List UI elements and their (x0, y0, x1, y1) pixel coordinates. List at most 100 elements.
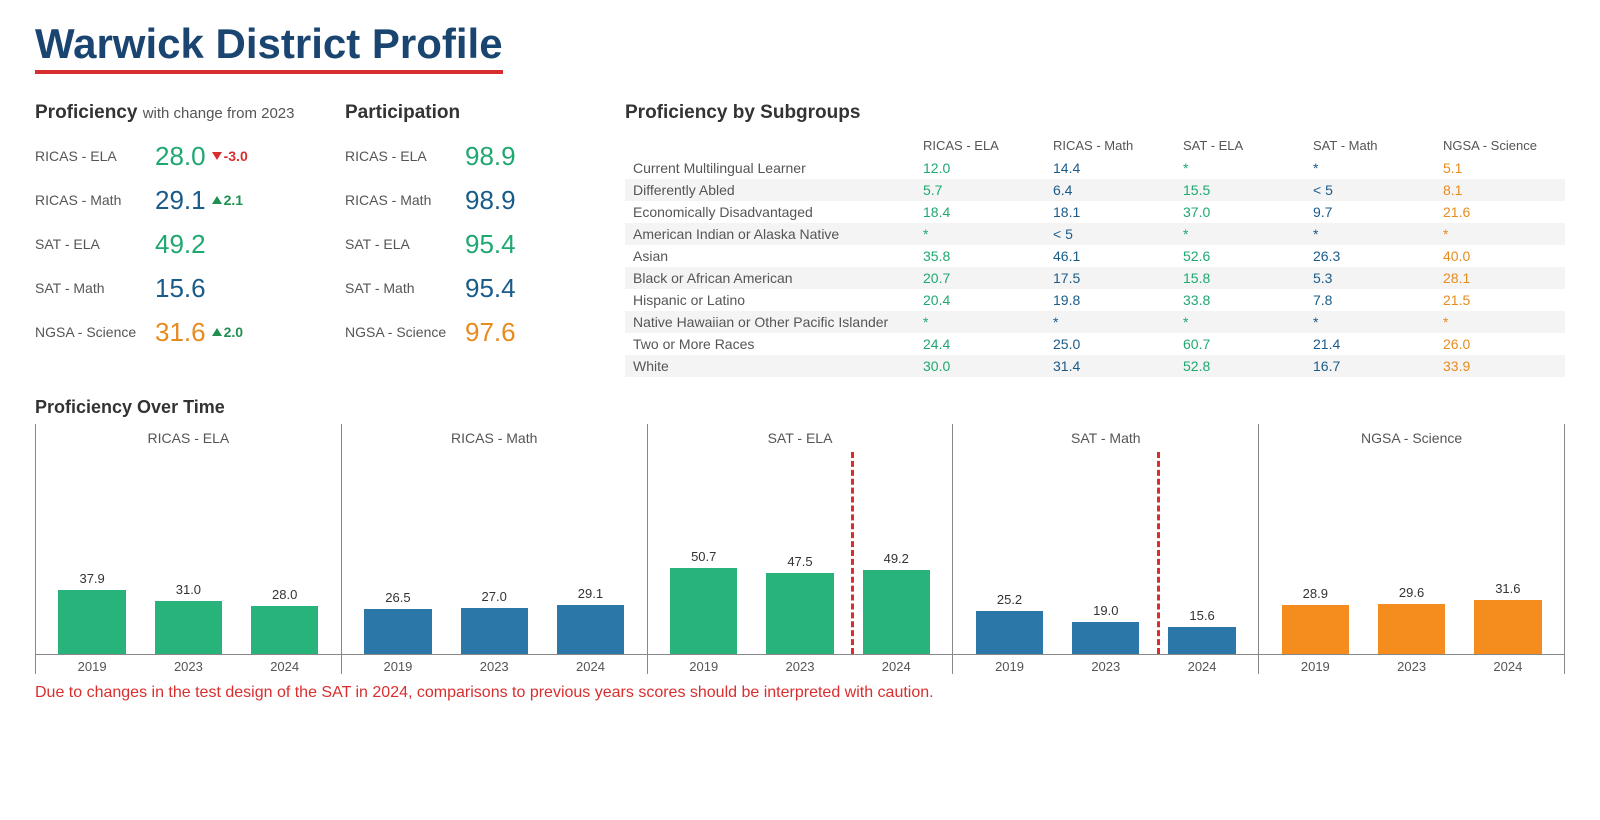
sg-row-label: Two or More Races (625, 333, 915, 355)
sg-column-header: RICAS - Math (1045, 134, 1175, 157)
sg-row-label: White (625, 355, 915, 377)
x-label: 2019 (656, 659, 752, 674)
x-label: 2019 (350, 659, 446, 674)
bar (557, 605, 624, 654)
sg-cell: < 5 (1045, 223, 1175, 245)
bar-value-label: 27.0 (482, 589, 507, 604)
delta-value: 2.0 (224, 324, 243, 340)
dashed-divider (851, 452, 854, 654)
bar-wrap: 15.6 (1154, 452, 1250, 654)
sg-cell: 46.1 (1045, 245, 1175, 267)
x-label: 2024 (542, 659, 638, 674)
sg-cell: 33.9 (1435, 355, 1565, 377)
overtime-charts: RICAS - ELA37.931.028.0201920232024RICAS… (35, 424, 1565, 674)
subgroups-table: RICAS - ELARICAS - MathSAT - ELASAT - Ma… (625, 134, 1565, 377)
bar-value-label: 31.6 (1495, 581, 1520, 596)
sg-cell: 26.0 (1435, 333, 1565, 355)
participation-row: RICAS - Math98.9 (345, 178, 605, 222)
sg-cell: * (1305, 157, 1435, 179)
sg-cell: 16.7 (1305, 355, 1435, 377)
sg-row-label: Native Hawaiian or Other Pacific Islande… (625, 311, 915, 333)
sg-cell: 5.1 (1435, 157, 1565, 179)
bar-wrap: 26.5 (350, 452, 446, 654)
subgroups-title: Proficiency by Subgroups (625, 102, 1565, 124)
sg-cell: 21.5 (1435, 289, 1565, 311)
x-axis-labels: 201920232024 (342, 655, 647, 674)
sg-cell: 40.0 (1435, 245, 1565, 267)
sg-cell: * (1305, 311, 1435, 333)
proficiency-row: SAT - ELA49.2 (35, 222, 325, 266)
bar-value-label: 25.2 (997, 592, 1022, 607)
sg-cell: * (1175, 311, 1305, 333)
bar-value-label: 28.0 (272, 587, 297, 602)
sg-cell: 12.0 (915, 157, 1045, 179)
sg-cell: 5.3 (1305, 267, 1435, 289)
x-label: 2019 (1267, 659, 1363, 674)
sg-row-label: Differently Abled (625, 179, 915, 201)
bar (364, 609, 431, 654)
metric-label: SAT - Math (35, 280, 155, 296)
bar (461, 608, 528, 654)
sg-row-label: Economically Disadvantaged (625, 201, 915, 223)
subgroups-section: Proficiency by Subgroups RICAS - ELARICA… (625, 102, 1565, 377)
top-metrics-row: Proficiency with change from 2023 RICAS … (35, 102, 1565, 377)
bar (1474, 600, 1541, 654)
bar-value-label: 19.0 (1093, 603, 1118, 618)
sg-cell: 31.4 (1045, 355, 1175, 377)
bar (976, 611, 1043, 654)
participation-row: SAT - Math95.4 (345, 266, 605, 310)
bar-wrap: 28.0 (237, 452, 333, 654)
proficiency-row: RICAS - ELA28.0-3.0 (35, 134, 325, 178)
delta-indicator: 2.1 (212, 192, 243, 208)
proficiency-section: Proficiency with change from 2023 RICAS … (35, 102, 325, 377)
bar-wrap: 25.2 (961, 452, 1057, 654)
x-label: 2024 (237, 659, 333, 674)
sg-cell: 14.4 (1045, 157, 1175, 179)
bar-value-label: 29.1 (578, 586, 603, 601)
proficiency-title-text: Proficiency (35, 102, 137, 123)
chart-panel: SAT - Math 25.2 19.0 15.6201920232024 (953, 424, 1259, 674)
proficiency-title: Proficiency with change from 2023 (35, 102, 325, 124)
x-axis-labels: 201920232024 (953, 655, 1258, 674)
bar-value-label: 47.5 (787, 554, 812, 569)
chart-panel: SAT - ELA50.747.549.2201920232024 (648, 424, 954, 674)
participation-row: RICAS - ELA98.9 (345, 134, 605, 178)
bar (863, 570, 930, 654)
panel-title: SAT - Math (953, 424, 1258, 452)
metric-label: NGSA - Science (35, 324, 155, 340)
bar-wrap: 29.6 (1363, 452, 1459, 654)
sg-row-label: Asian (625, 245, 915, 267)
bar-wrap: 50.7 (656, 452, 752, 654)
sg-column-header: RICAS - ELA (915, 134, 1045, 157)
metric-label: RICAS - Math (35, 192, 155, 208)
sg-cell: * (1435, 311, 1565, 333)
sg-column-header: SAT - Math (1305, 134, 1435, 157)
sg-cell: 26.3 (1305, 245, 1435, 267)
metric-label: RICAS - ELA (35, 148, 155, 164)
sg-row-label: American Indian or Alaska Native (625, 223, 915, 245)
sg-cell: 24.4 (915, 333, 1045, 355)
sg-cell: 18.4 (915, 201, 1045, 223)
bar (251, 606, 318, 654)
sg-cell: * (1435, 223, 1565, 245)
sg-row-label: Hispanic or Latino (625, 289, 915, 311)
x-label: 2023 (140, 659, 236, 674)
bar-value-label: 28.9 (1303, 586, 1328, 601)
bar-wrap: 49.2 (848, 452, 944, 654)
bar-wrap: 31.0 (140, 452, 236, 654)
bars-area: 25.2 19.0 15.6 (953, 452, 1258, 655)
sg-cell: 19.8 (1045, 289, 1175, 311)
metric-label: RICAS - Math (345, 192, 465, 208)
x-label: 2023 (752, 659, 848, 674)
sg-cell: 33.8 (1175, 289, 1305, 311)
sg-cell: * (1175, 157, 1305, 179)
panel-title: RICAS - Math (342, 424, 647, 452)
participation-row: SAT - ELA95.4 (345, 222, 605, 266)
participation-section: Participation RICAS - ELA98.9RICAS - Mat… (345, 102, 605, 377)
bars-area: 50.7 47.5 49.2 (648, 452, 953, 655)
sg-cell: 21.4 (1305, 333, 1435, 355)
sg-cell: 5.7 (915, 179, 1045, 201)
sg-cell: 52.8 (1175, 355, 1305, 377)
delta-indicator: -3.0 (212, 148, 248, 164)
panel-title: RICAS - ELA (36, 424, 341, 452)
